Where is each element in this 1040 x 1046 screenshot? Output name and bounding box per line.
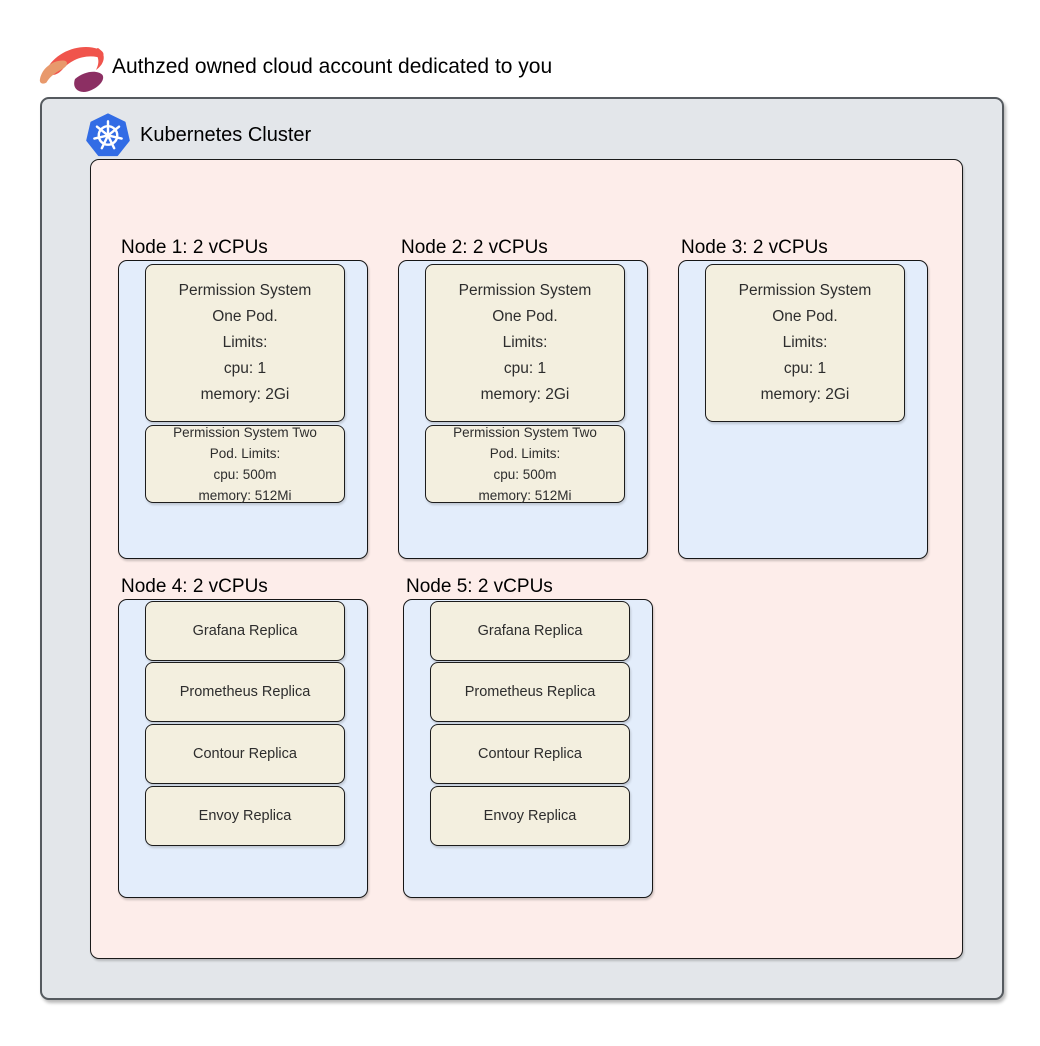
cluster-title: Kubernetes Cluster	[140, 123, 312, 146]
node-4-box: Grafana Replica Prometheus Replica Conto…	[118, 599, 368, 898]
authzed-logo-icon	[39, 47, 104, 92]
pod-contour-replica: Contour Replica	[430, 724, 630, 784]
pod-grafana-replica: Grafana Replica	[430, 601, 630, 661]
kubernetes-icon	[86, 113, 130, 157]
pod-envoy-replica: Envoy Replica	[430, 786, 630, 846]
node-4-label: Node 4: 2 vCPUs	[121, 576, 268, 597]
pod-prometheus-replica: Prometheus Replica	[145, 662, 345, 722]
pod-prometheus-replica: Prometheus Replica	[430, 662, 630, 722]
node-2-box: Permission System One Pod. Limits: cpu: …	[398, 260, 648, 559]
cluster-header: Kubernetes Cluster	[86, 113, 311, 157]
pod-permission-system-one: Permission System One Pod. Limits: cpu: …	[145, 264, 345, 422]
pod-permission-system-one: Permission System One Pod. Limits: cpu: …	[705, 264, 905, 422]
node-1-group: Node 1: 2 vCPUs Permission System One Po…	[118, 237, 368, 559]
cloud-account-box: Kubernetes Cluster Node 1: 2 vCPUs Permi…	[40, 97, 1004, 1000]
pod-envoy-replica: Envoy Replica	[145, 786, 345, 846]
node-1-label: Node 1: 2 vCPUs	[121, 237, 268, 258]
pod-permission-system-two: Permission System Two Pod. Limits: cpu: …	[145, 425, 345, 503]
node-5-box: Grafana Replica Prometheus Replica Conto…	[403, 599, 653, 898]
node-3-group: Node 3: 2 vCPUs Permission System One Po…	[678, 237, 928, 559]
pod-grafana-replica: Grafana Replica	[145, 601, 345, 661]
node-5-label: Node 5: 2 vCPUs	[406, 576, 553, 597]
diagram-title: Authzed owned cloud account dedicated to…	[112, 55, 553, 78]
node-4-group: Node 4: 2 vCPUs Grafana Replica Promethe…	[118, 576, 368, 898]
pod-permission-system-two: Permission System Two Pod. Limits: cpu: …	[425, 425, 625, 503]
pod-contour-replica: Contour Replica	[145, 724, 345, 784]
node-2-label: Node 2: 2 vCPUs	[401, 237, 548, 258]
node-3-label: Node 3: 2 vCPUs	[681, 237, 828, 258]
cluster-box: Node 1: 2 vCPUs Permission System One Po…	[90, 159, 963, 959]
node-1-box: Permission System One Pod. Limits: cpu: …	[118, 260, 368, 559]
node-5-group: Node 5: 2 vCPUs Grafana Replica Promethe…	[403, 576, 653, 898]
pod-permission-system-one: Permission System One Pod. Limits: cpu: …	[425, 264, 625, 422]
node-3-box: Permission System One Pod. Limits: cpu: …	[678, 260, 928, 559]
node-2-group: Node 2: 2 vCPUs Permission System One Po…	[398, 237, 648, 559]
